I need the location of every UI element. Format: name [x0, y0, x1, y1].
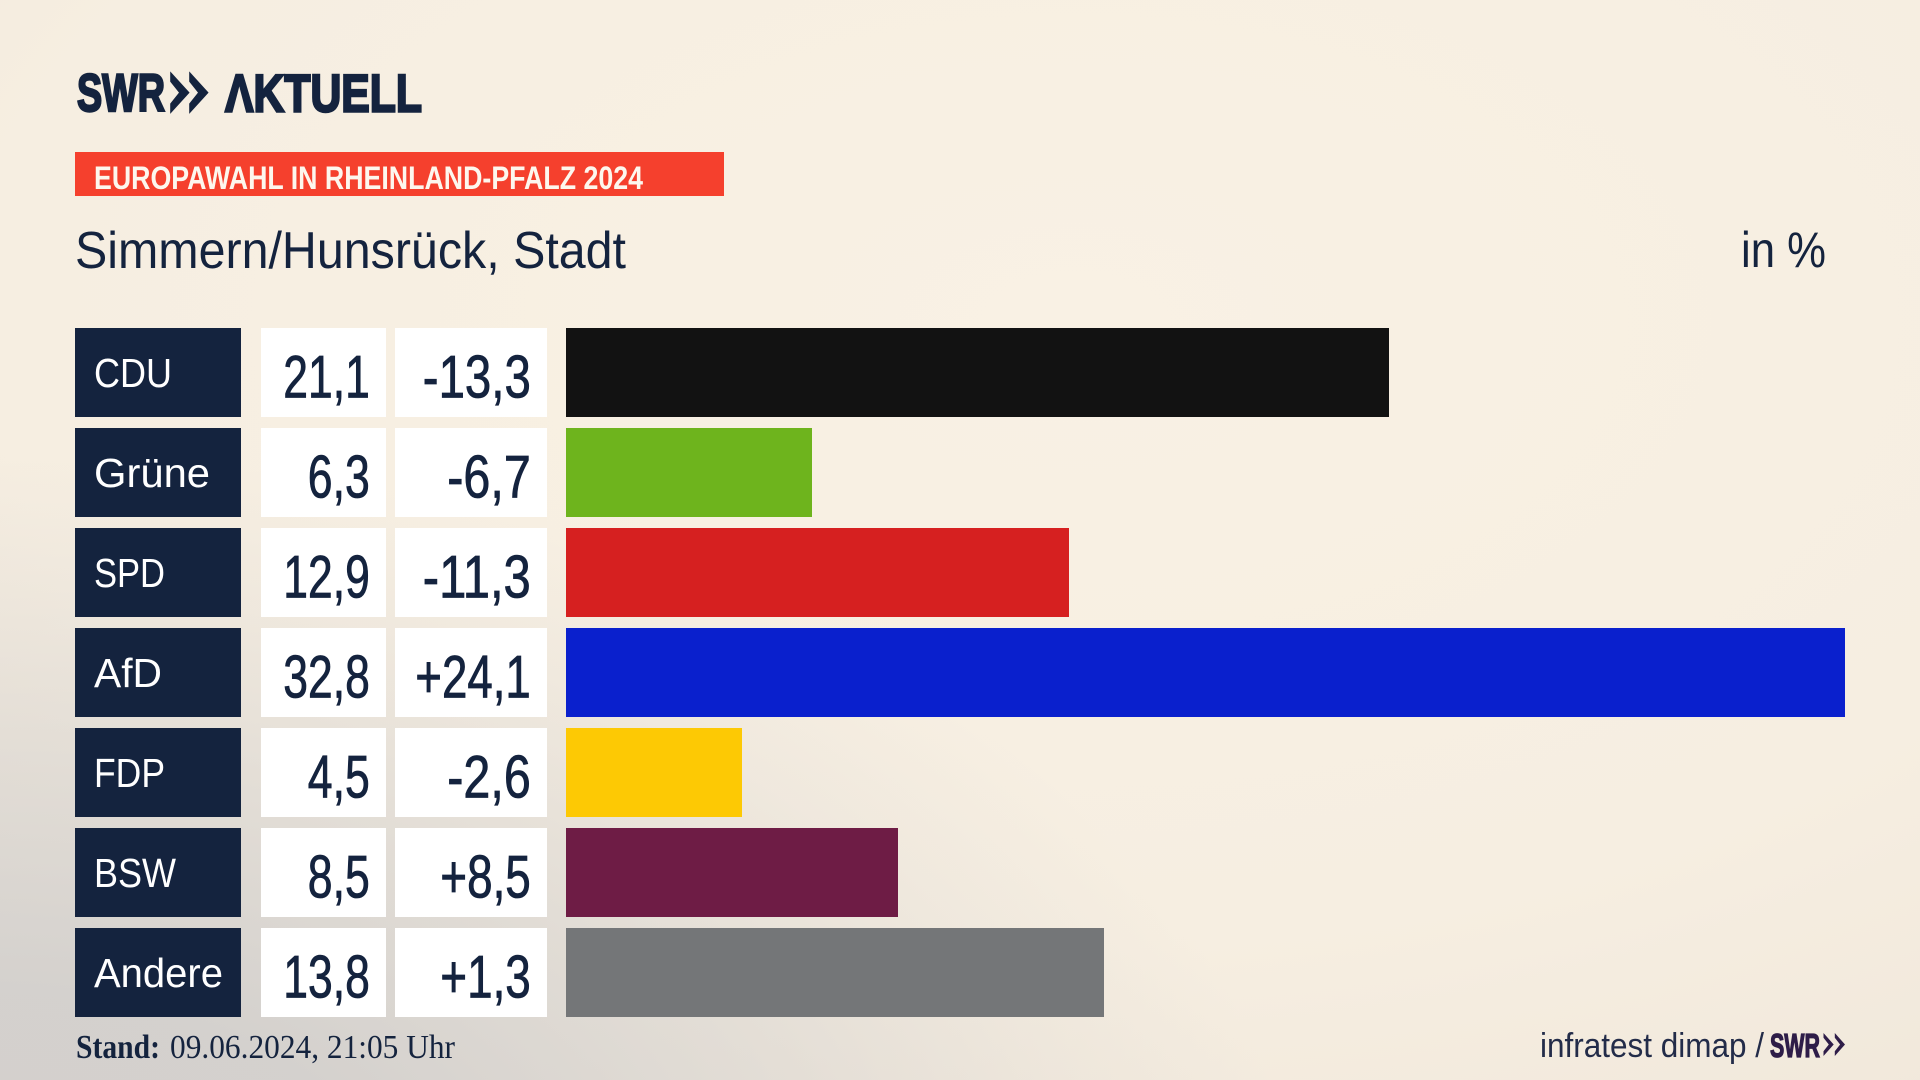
svg-text:FDP: FDP	[94, 750, 165, 796]
svg-text:SWR: SWR	[1770, 1027, 1820, 1064]
svg-text:09.06.2024, 21:05 Uhr: 09.06.2024, 21:05 Uhr	[170, 1029, 456, 1066]
svg-text:EUROPAWAHL IN RHEINLAND-PFALZ: EUROPAWAHL IN RHEINLAND-PFALZ 2024	[94, 160, 643, 196]
svg-text:13,8: 13,8	[283, 944, 370, 1011]
svg-text:SWR: SWR	[77, 64, 165, 123]
svg-text:Andere: Andere	[94, 950, 223, 996]
svg-text:+1,3: +1,3	[440, 944, 531, 1011]
svg-text:ΛKTUELL: ΛKTUELL	[225, 65, 422, 124]
svg-text:-2,6: -2,6	[447, 744, 531, 811]
svg-text:32,8: 32,8	[283, 644, 370, 711]
svg-text:in %: in %	[1741, 222, 1826, 278]
svg-text:Stand:: Stand:	[76, 1029, 160, 1066]
svg-text:-13,3: -13,3	[423, 344, 531, 411]
svg-text:SPD: SPD	[94, 550, 165, 596]
svg-text:+8,5: +8,5	[440, 844, 531, 911]
svg-text:8,5: 8,5	[308, 844, 370, 911]
svg-text:-11,3: -11,3	[423, 544, 531, 611]
svg-text:BSW: BSW	[94, 850, 176, 896]
svg-text:21,1: 21,1	[283, 344, 370, 411]
svg-text:infratest dimap /: infratest dimap /	[1540, 1027, 1765, 1065]
svg-text:4,5: 4,5	[308, 744, 370, 811]
svg-text:Grüne: Grüne	[94, 450, 210, 496]
svg-text:Simmern/Hunsrück, Stadt: Simmern/Hunsrück, Stadt	[75, 222, 627, 280]
svg-text:12,9: 12,9	[283, 544, 370, 611]
svg-text:-6,7: -6,7	[447, 444, 531, 511]
svg-text:AfD: AfD	[94, 650, 162, 696]
svg-text:6,3: 6,3	[308, 444, 370, 511]
svg-text:+24,1: +24,1	[415, 644, 531, 711]
svg-text:CDU: CDU	[94, 350, 172, 396]
